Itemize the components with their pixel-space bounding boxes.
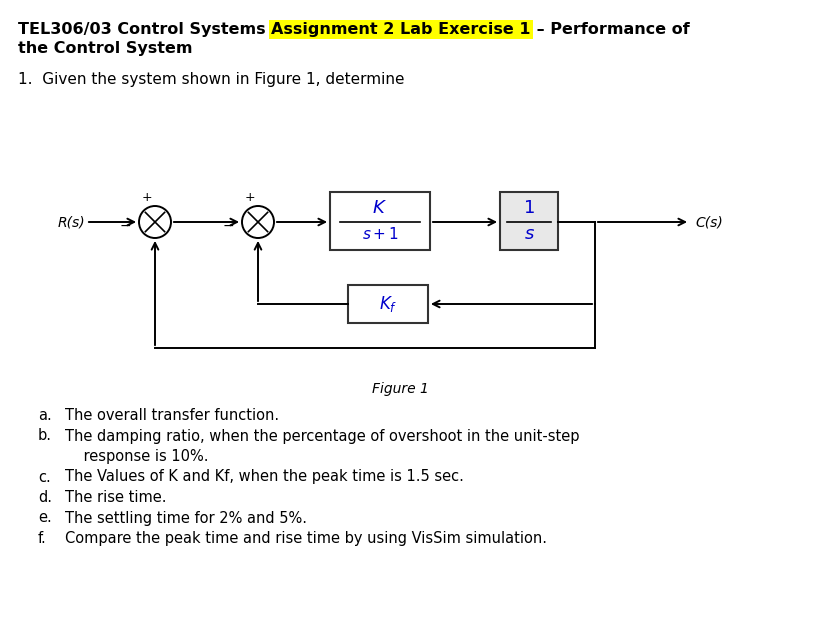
- Text: Figure 1: Figure 1: [372, 382, 429, 396]
- Text: +: +: [142, 191, 152, 204]
- Text: $K$: $K$: [372, 199, 387, 217]
- Text: The damping ratio, when the percentage of overshoot in the unit-step: The damping ratio, when the percentage o…: [65, 429, 579, 443]
- Text: The rise time.: The rise time.: [65, 490, 166, 505]
- Text: the Control System: the Control System: [18, 41, 192, 56]
- Text: 1.  Given the system shown in Figure 1, determine: 1. Given the system shown in Figure 1, d…: [18, 72, 404, 87]
- Text: e.: e.: [38, 511, 51, 526]
- Text: c.: c.: [38, 469, 51, 485]
- Text: $1$: $1$: [523, 199, 535, 217]
- Text: C(s): C(s): [695, 215, 723, 229]
- Text: d.: d.: [38, 490, 52, 505]
- Bar: [348, 285, 428, 323]
- Text: −: −: [222, 219, 234, 233]
- Text: – Performance of: – Performance of: [531, 22, 689, 37]
- Bar: [500, 192, 558, 250]
- Text: −: −: [119, 219, 131, 233]
- Text: $s$: $s$: [523, 225, 535, 243]
- Text: a.: a.: [38, 408, 51, 423]
- Text: $s+1$: $s+1$: [362, 226, 399, 242]
- Text: Compare the peak time and rise time by using VisSim simulation.: Compare the peak time and rise time by u…: [65, 531, 547, 546]
- Bar: [330, 192, 430, 250]
- Text: R(s): R(s): [58, 215, 86, 229]
- Text: TEL306/03 Control Systems: TEL306/03 Control Systems: [18, 22, 271, 37]
- Text: The overall transfer function.: The overall transfer function.: [65, 408, 279, 423]
- Text: b.: b.: [38, 429, 52, 443]
- Text: $K_f$: $K_f$: [379, 294, 397, 314]
- Text: Assignment 2 Lab Exercise 1: Assignment 2 Lab Exercise 1: [271, 22, 531, 37]
- Text: +: +: [245, 191, 256, 204]
- Text: f.: f.: [38, 531, 46, 546]
- Text: The Values of K and Kf, when the peak time is 1.5 sec.: The Values of K and Kf, when the peak ti…: [65, 469, 464, 485]
- Text: response is 10%.: response is 10%.: [65, 449, 209, 464]
- Text: The settling time for 2% and 5%.: The settling time for 2% and 5%.: [65, 511, 307, 526]
